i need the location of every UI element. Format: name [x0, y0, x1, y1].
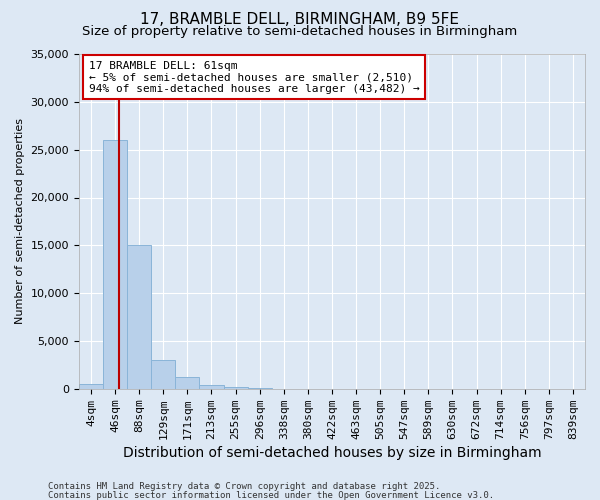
X-axis label: Distribution of semi-detached houses by size in Birmingham: Distribution of semi-detached houses by …: [122, 446, 541, 460]
Bar: [127, 246, 151, 389]
Bar: [175, 378, 199, 389]
Text: Size of property relative to semi-detached houses in Birmingham: Size of property relative to semi-detach…: [82, 25, 518, 38]
Bar: [151, 360, 175, 389]
Bar: [248, 388, 272, 389]
Bar: [199, 385, 224, 389]
Text: 17, BRAMBLE DELL, BIRMINGHAM, B9 5FE: 17, BRAMBLE DELL, BIRMINGHAM, B9 5FE: [140, 12, 460, 28]
Text: Contains public sector information licensed under the Open Government Licence v3: Contains public sector information licen…: [48, 491, 494, 500]
Bar: [224, 387, 248, 389]
Text: Contains HM Land Registry data © Crown copyright and database right 2025.: Contains HM Land Registry data © Crown c…: [48, 482, 440, 491]
Y-axis label: Number of semi-detached properties: Number of semi-detached properties: [15, 118, 25, 324]
Text: 17 BRAMBLE DELL: 61sqm
← 5% of semi-detached houses are smaller (2,510)
94% of s: 17 BRAMBLE DELL: 61sqm ← 5% of semi-deta…: [89, 60, 420, 94]
Bar: [103, 140, 127, 389]
Bar: [79, 384, 103, 389]
